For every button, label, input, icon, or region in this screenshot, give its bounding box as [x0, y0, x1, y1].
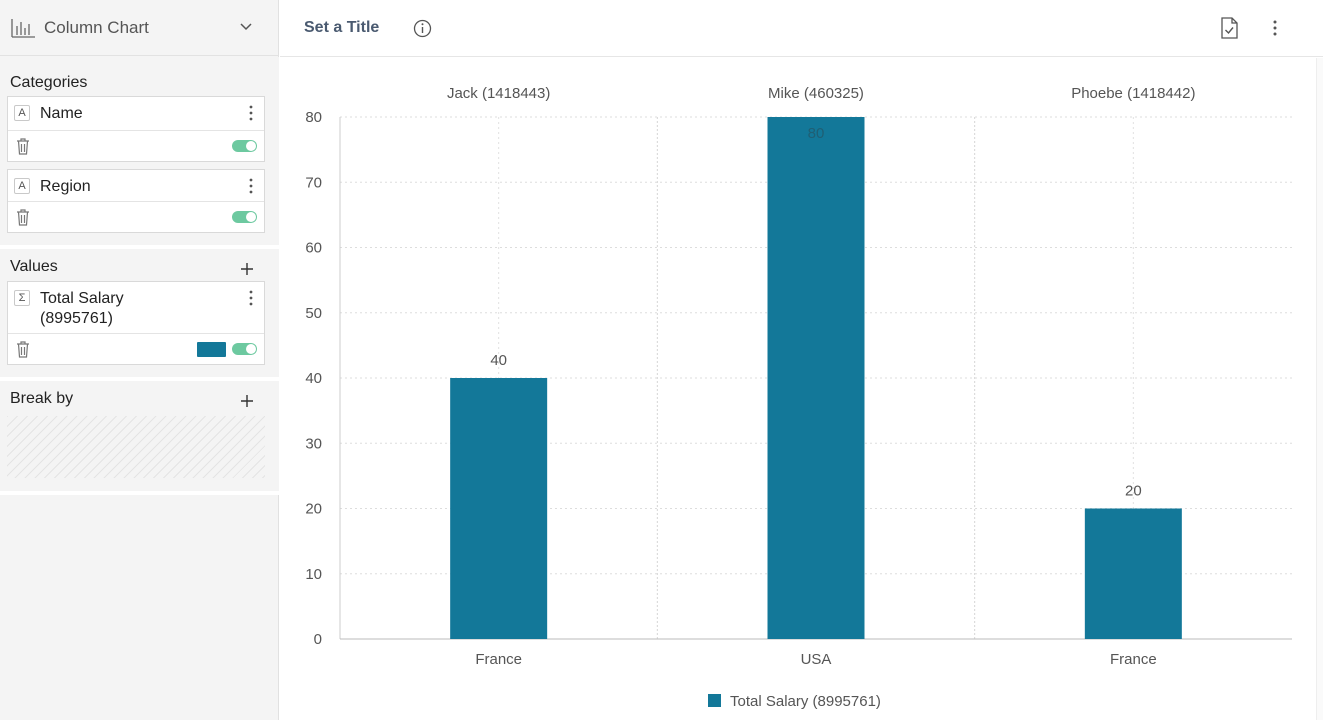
break-by-title: Break by	[10, 390, 74, 407]
group-header-label: Jack (1418443)	[447, 85, 550, 102]
field-label: Name	[40, 105, 83, 122]
category-field-region: A Region	[7, 169, 265, 233]
section-divider	[0, 245, 279, 249]
data-label: 80	[808, 125, 825, 142]
section-divider	[0, 377, 279, 381]
y-tick-label: 20	[305, 501, 322, 518]
chart-area: 0 10 20 30 40 50 60 70 80 Jack (1418443) Mike (460…	[280, 58, 1316, 720]
y-tick-label: 10	[305, 566, 322, 583]
y-tick-label: 40	[305, 370, 322, 387]
field-menu-icon[interactable]	[248, 104, 254, 122]
column-chart-icon	[10, 17, 36, 39]
chart-type-label: Column Chart	[44, 17, 149, 37]
categories-section: Categories A Name A Region	[0, 57, 279, 245]
info-icon[interactable]	[413, 19, 432, 38]
value-field-total-salary: Σ Total Salary (8995761)	[7, 281, 265, 365]
chevron-down-icon[interactable]	[239, 20, 253, 34]
data-label: 40	[490, 352, 507, 369]
text-type-icon: A	[14, 178, 30, 194]
section-divider	[0, 491, 279, 495]
sum-type-icon: Σ	[14, 290, 30, 306]
y-tick-label: 60	[305, 240, 322, 257]
trash-icon[interactable]	[15, 137, 31, 155]
x-tick-label: France	[1110, 651, 1157, 668]
field-menu-icon[interactable]	[248, 289, 254, 307]
field-toggle[interactable]	[232, 140, 257, 152]
field-toggle[interactable]	[232, 343, 257, 355]
field-label-line1: Total Salary	[40, 290, 124, 307]
y-tick-label: 0	[314, 631, 322, 648]
legend-swatch	[708, 694, 721, 707]
values-section: Values Σ Total Salary (8995761)	[0, 249, 279, 377]
y-tick-label: 30	[305, 435, 322, 452]
add-break-by-icon[interactable]	[239, 393, 255, 409]
bar	[450, 378, 548, 639]
x-tick-label: France	[475, 651, 522, 668]
trash-icon[interactable]	[15, 340, 31, 358]
field-toggle[interactable]	[232, 211, 257, 223]
field-menu-icon[interactable]	[248, 177, 254, 195]
series-color-swatch[interactable]	[197, 342, 226, 357]
field-label-line2: (8995761)	[40, 310, 113, 327]
category-field-name: A Name	[7, 96, 265, 162]
y-tick-label: 50	[305, 305, 322, 322]
sidebar: Column Chart Categories A Name	[0, 0, 279, 720]
group-header-label: Phoebe (1418442)	[1071, 85, 1195, 102]
chart-header: Set a Title	[280, 0, 1323, 57]
export-icon[interactable]	[1220, 17, 1238, 39]
chart-title[interactable]: Set a Title	[304, 19, 380, 36]
categories-title: Categories	[10, 74, 88, 91]
x-tick-label: USA	[801, 651, 832, 668]
bar	[1084, 508, 1182, 639]
more-options-icon[interactable]	[1272, 19, 1278, 37]
y-tick-label: 70	[305, 174, 322, 191]
break-by-dropzone[interactable]	[7, 416, 265, 478]
group-header-label: Mike (460325)	[768, 85, 864, 102]
values-title: Values	[10, 258, 58, 275]
chart-type-selector[interactable]: Column Chart	[0, 0, 279, 56]
column-chart: 0 10 20 30 40 50 60 70 80 Jack (1418443) Mike (460…	[305, 85, 1292, 710]
bar	[767, 117, 865, 639]
legend-label: Total Salary (8995761)	[730, 693, 881, 710]
data-label: 20	[1125, 483, 1142, 500]
add-value-icon[interactable]	[239, 261, 255, 277]
field-label: Region	[40, 178, 91, 195]
text-type-icon: A	[14, 105, 30, 121]
trash-icon[interactable]	[15, 208, 31, 226]
y-tick-label: 80	[305, 109, 322, 126]
vertical-scrollbar[interactable]	[1316, 58, 1323, 720]
